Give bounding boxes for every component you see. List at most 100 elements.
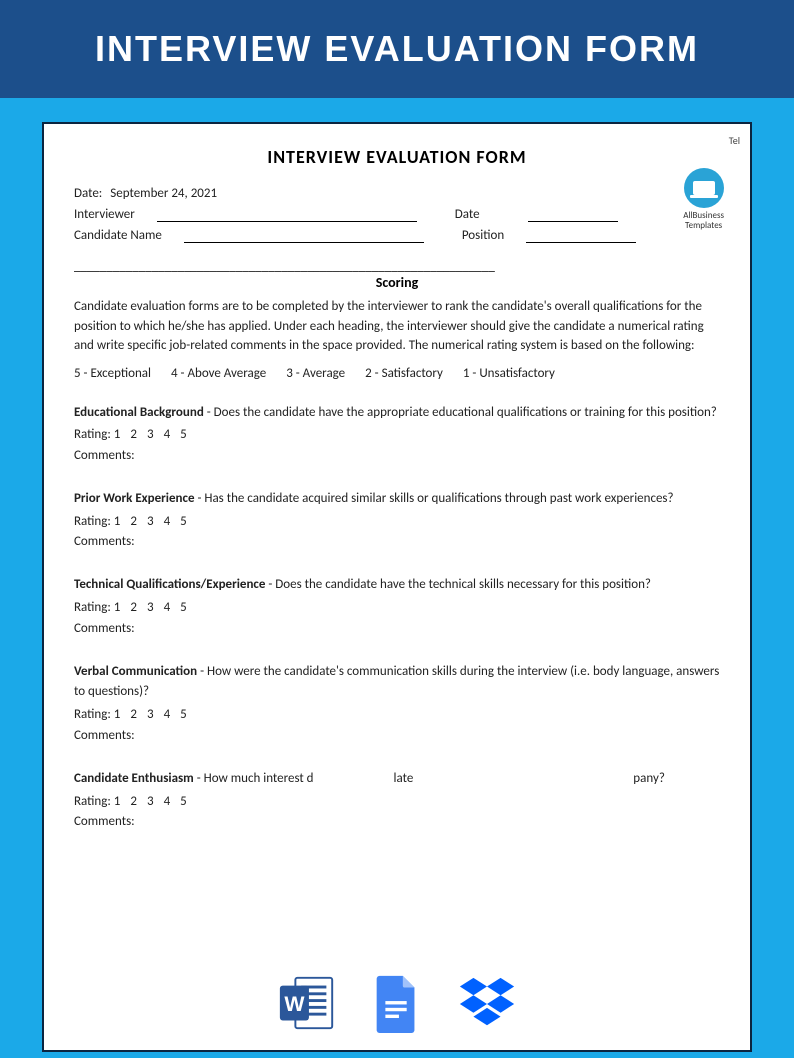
section-question: - Does the candidate have the technical … bbox=[265, 577, 651, 592]
rating-option[interactable]: 4 bbox=[164, 427, 171, 442]
scale-1: 1 - Unsatisfactory bbox=[463, 366, 555, 381]
rating-option[interactable]: 2 bbox=[130, 600, 137, 615]
sections: Educational Background - Does the candid… bbox=[74, 403, 720, 834]
corner-text: Tel bbox=[729, 134, 740, 147]
comments-label: Comments: bbox=[74, 619, 720, 640]
rating-option[interactable]: 1 bbox=[114, 427, 121, 442]
rating-option[interactable]: 4 bbox=[164, 794, 171, 809]
section-question-part1: - How much interest d bbox=[194, 771, 314, 786]
date2-input-line[interactable] bbox=[528, 208, 618, 222]
section-title: Candidate Enthusiasm bbox=[74, 771, 194, 786]
comments-label: Comments: bbox=[74, 532, 720, 553]
scoring-heading: Scoring bbox=[74, 274, 720, 291]
rating-option[interactable]: 1 bbox=[114, 514, 121, 529]
scale-2: 2 - Satisfactory bbox=[365, 366, 443, 381]
laptop-icon bbox=[684, 168, 724, 208]
divider-line: ________________________________________… bbox=[74, 259, 720, 274]
rating-label: Rating: bbox=[74, 600, 114, 615]
rating-option[interactable]: 3 bbox=[147, 600, 154, 615]
date-label: Date: bbox=[74, 186, 102, 201]
candidate-label: Candidate Name bbox=[74, 228, 162, 243]
evaluation-section: Candidate Enthusiasm - How much interest… bbox=[74, 769, 720, 833]
interviewer-row: Interviewer Date bbox=[74, 207, 720, 222]
section-title: Technical Qualifications/Experience bbox=[74, 577, 265, 592]
rating-option[interactable]: 2 bbox=[130, 707, 137, 722]
rating-option[interactable]: 2 bbox=[130, 794, 137, 809]
rating-scale: 5 - Exceptional 4 - Above Average 3 - Av… bbox=[74, 366, 720, 381]
rating-label: Rating: bbox=[74, 794, 114, 809]
rating-option[interactable]: 1 bbox=[114, 794, 121, 809]
banner: INTERVIEW EVALUATION FORM bbox=[0, 0, 794, 98]
candidate-row: Candidate Name Position bbox=[74, 228, 720, 243]
rating-row: Rating: 12345 bbox=[74, 425, 720, 446]
comments-label: Comments: bbox=[74, 726, 720, 747]
section-question: - Does the candidate have the appropriat… bbox=[204, 405, 717, 420]
section-heading: Prior Work Experience - Has the candidat… bbox=[74, 489, 720, 510]
rating-label: Rating: bbox=[74, 427, 114, 442]
rating-option[interactable]: 5 bbox=[180, 514, 187, 529]
rating-numbers: 12345 bbox=[114, 707, 197, 722]
rating-option[interactable]: 2 bbox=[130, 514, 137, 529]
section-question-part3: pany? bbox=[633, 771, 665, 786]
evaluation-section: Educational Background - Does the candid… bbox=[74, 403, 720, 467]
section-question: - Has the candidate acquired similar ski… bbox=[195, 491, 674, 506]
comments-label: Comments: bbox=[74, 812, 720, 833]
rating-option[interactable]: 2 bbox=[130, 427, 137, 442]
dropbox-icon[interactable] bbox=[456, 972, 518, 1034]
rating-option[interactable]: 1 bbox=[114, 600, 121, 615]
rating-option[interactable]: 4 bbox=[164, 707, 171, 722]
interviewer-label: Interviewer bbox=[74, 207, 135, 222]
rating-row: Rating: 12345 bbox=[74, 598, 720, 619]
date-value: September 24, 2021 bbox=[110, 186, 217, 201]
candidate-input-line[interactable] bbox=[184, 229, 424, 243]
rating-option[interactable]: 1 bbox=[114, 707, 121, 722]
date2-label: Date bbox=[455, 207, 480, 222]
rating-numbers: 12345 bbox=[114, 794, 197, 809]
rating-row: Rating: 12345 bbox=[74, 705, 720, 726]
section-heading: Educational Background - Does the candid… bbox=[74, 403, 720, 424]
section-title: Verbal Communication bbox=[74, 664, 197, 679]
rating-label: Rating: bbox=[74, 707, 114, 722]
section-heading: Verbal Communication - How were the cand… bbox=[74, 662, 720, 704]
rating-label: Rating: bbox=[74, 514, 114, 529]
section-heading: Candidate Enthusiasm - How much interest… bbox=[74, 769, 720, 790]
rating-option[interactable]: 3 bbox=[147, 427, 154, 442]
word-icon[interactable]: W bbox=[276, 972, 338, 1034]
scale-4: 4 - Above Average bbox=[171, 366, 266, 381]
banner-title: INTERVIEW EVALUATION FORM bbox=[0, 28, 794, 70]
section-title: Prior Work Experience bbox=[74, 491, 195, 506]
rating-option[interactable]: 5 bbox=[180, 427, 187, 442]
comments-label: Comments: bbox=[74, 446, 720, 467]
scale-5: 5 - Exceptional bbox=[74, 366, 151, 381]
rating-numbers: 12345 bbox=[114, 514, 197, 529]
rating-option[interactable]: 3 bbox=[147, 514, 154, 529]
rating-option[interactable]: 3 bbox=[147, 794, 154, 809]
rating-row: Rating: 12345 bbox=[74, 792, 720, 813]
position-input-line[interactable] bbox=[526, 229, 636, 243]
position-label: Position bbox=[462, 228, 504, 243]
interviewer-input-line[interactable] bbox=[157, 208, 417, 222]
rating-option[interactable]: 5 bbox=[180, 707, 187, 722]
rating-option[interactable]: 4 bbox=[164, 600, 171, 615]
rating-option[interactable]: 4 bbox=[164, 514, 171, 529]
brand-logo: AllBusiness Templates bbox=[683, 168, 724, 231]
scale-3: 3 - Average bbox=[286, 366, 345, 381]
svg-text:W: W bbox=[284, 992, 305, 1016]
rating-numbers: 12345 bbox=[114, 427, 197, 442]
page-container: Tel INTERVIEW EVALUATION FORM AllBusines… bbox=[0, 98, 794, 1052]
rating-numbers: 12345 bbox=[114, 600, 197, 615]
section-heading: Technical Qualifications/Experience - Do… bbox=[74, 575, 720, 596]
google-docs-icon[interactable] bbox=[366, 972, 428, 1034]
format-icon-bar: W bbox=[44, 972, 750, 1034]
scoring-intro: Candidate evaluation forms are to be com… bbox=[74, 297, 720, 356]
section-title: Educational Background bbox=[74, 405, 204, 420]
evaluation-section: Verbal Communication - How were the cand… bbox=[74, 662, 720, 747]
logo-line2: Templates bbox=[683, 221, 724, 231]
rating-option[interactable]: 5 bbox=[180, 794, 187, 809]
section-question-part2: late bbox=[394, 771, 414, 786]
rating-row: Rating: 12345 bbox=[74, 512, 720, 533]
page-title: INTERVIEW EVALUATION FORM bbox=[74, 146, 720, 168]
rating-option[interactable]: 5 bbox=[180, 600, 187, 615]
evaluation-section: Technical Qualifications/Experience - Do… bbox=[74, 575, 720, 639]
rating-option[interactable]: 3 bbox=[147, 707, 154, 722]
